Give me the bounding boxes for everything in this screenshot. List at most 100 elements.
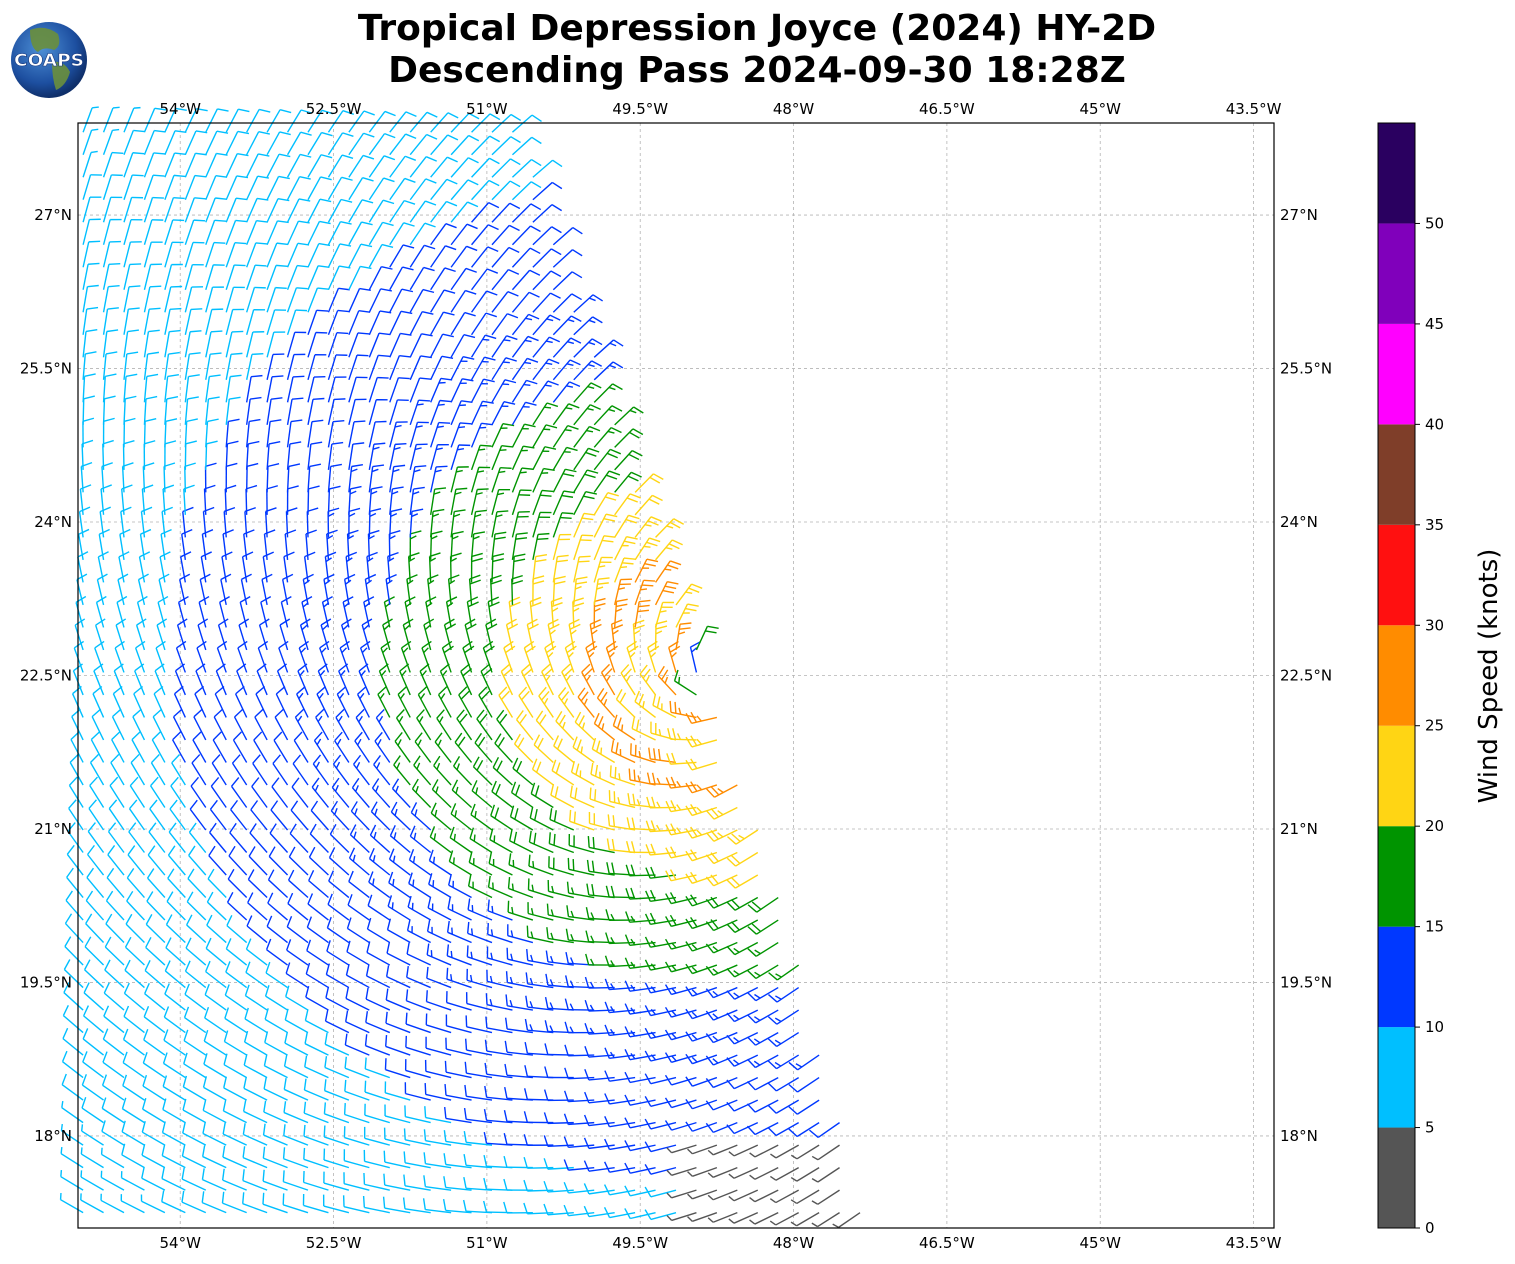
wind-barb-shaft — [364, 1206, 390, 1214]
wind-barb — [767, 1122, 800, 1137]
wind-barb — [648, 747, 677, 764]
wind-barb-flag — [645, 844, 651, 856]
wind-barb-flag — [767, 1104, 777, 1114]
wind-barb-shaft — [817, 1167, 840, 1183]
wind-barb-shaft — [89, 785, 105, 808]
wind-barb-flag — [274, 708, 284, 718]
wind-barb — [605, 885, 636, 899]
wind-barb-flag — [146, 868, 155, 879]
wind-barb-flag — [550, 955, 554, 963]
wind-barb-flag — [491, 780, 497, 792]
wind-barb — [143, 1005, 166, 1034]
wind-barb — [424, 1083, 452, 1101]
wind-barb-flag — [247, 869, 255, 880]
wind-barb — [728, 1212, 759, 1224]
wind-barb-flag — [125, 913, 133, 925]
wind-barb-flag — [584, 1000, 590, 1012]
wind-barb-flag — [690, 735, 698, 746]
wind-barb-flag — [747, 1014, 757, 1024]
wind-barb — [83, 982, 105, 1011]
wind-barb-flag — [122, 1028, 129, 1040]
wind-barb-flag — [671, 1055, 677, 1062]
wind-barb-shaft — [81, 1130, 104, 1146]
wind-barb — [383, 1150, 411, 1169]
wind-barb-flag — [533, 832, 537, 845]
wind-barb-shaft — [230, 785, 248, 808]
wind-barb-flag — [87, 844, 95, 855]
wind-barb — [644, 912, 677, 925]
wind-barb-flag — [222, 1145, 226, 1158]
wind-barb-flag — [345, 1010, 349, 1022]
wind-barb — [302, 1170, 329, 1191]
wind-barb — [510, 781, 534, 809]
wind-barb-flag — [408, 848, 415, 861]
wind-barb-shaft — [164, 993, 186, 1011]
wind-barb-flag — [589, 1027, 595, 1035]
wind-barb-flag — [490, 929, 494, 937]
wind-barb — [203, 1030, 227, 1056]
wind-barb-shaft — [796, 1144, 820, 1160]
wind-barb — [351, 777, 370, 808]
wind-barb-shaft — [425, 1070, 452, 1079]
wind-barb-flag — [519, 713, 527, 725]
wind-barb-flag — [427, 896, 432, 909]
wind-barb-flag — [769, 1220, 777, 1226]
wind-barb-flag — [570, 910, 575, 918]
wind-barb-flag — [563, 1136, 569, 1148]
wind-barb — [225, 938, 248, 966]
wind-barb-flag — [517, 737, 525, 748]
wind-barb — [767, 986, 800, 1003]
wind-barb — [624, 1049, 656, 1061]
wind-barb — [345, 963, 370, 989]
wind-barb — [64, 936, 84, 966]
wind-barb-flag — [351, 777, 360, 789]
wind-barb — [422, 1198, 452, 1214]
wind-barb-flag — [284, 1008, 289, 1021]
wind-barb-shaft — [304, 1089, 329, 1101]
wind-barb-shaft — [102, 1084, 125, 1101]
wind-barb — [645, 843, 677, 856]
wind-barb — [283, 1124, 309, 1146]
wind-barb-flag — [630, 938, 636, 946]
wind-barb — [624, 980, 656, 992]
wind-barb-shaft — [121, 1131, 145, 1146]
wind-barb-flag — [423, 1175, 427, 1187]
wind-barb-flag — [690, 803, 698, 815]
wind-barb — [368, 871, 391, 899]
wind-barb — [749, 1212, 779, 1225]
wind-barb-flag — [788, 1106, 798, 1115]
wind-barb-flag — [747, 1036, 756, 1046]
wind-barb — [414, 732, 432, 763]
wind-barb-flag — [271, 777, 280, 788]
wind-barb — [343, 1172, 370, 1191]
wind-barb-flag — [403, 1151, 406, 1163]
wind-barb — [664, 1074, 697, 1086]
wind-barb-shaft — [204, 1017, 227, 1034]
wind-barb — [612, 714, 636, 741]
wind-barb-flag — [564, 1067, 569, 1079]
wind-barb-shaft — [242, 1156, 268, 1169]
wind-barb-shaft — [308, 856, 329, 876]
wind-barb-shaft — [364, 1137, 390, 1146]
wind-barb-shaft — [445, 1209, 472, 1214]
wind-barb — [467, 898, 493, 921]
wind-barb-flag — [422, 1198, 426, 1210]
wind-barb — [584, 1091, 615, 1104]
wind-barb-flag — [66, 844, 75, 855]
wind-barb-flag — [290, 800, 299, 811]
wind-barb — [705, 896, 738, 909]
wind-barb-flag — [525, 995, 529, 1008]
wind-barb — [80, 1147, 104, 1169]
wind-barb — [685, 1076, 718, 1087]
wind-barb — [484, 1062, 513, 1079]
wind-barb — [529, 806, 554, 831]
wind-barb-flag — [731, 833, 741, 842]
wind-barb — [90, 731, 105, 763]
wind-barb — [221, 1191, 247, 1214]
wind-barb — [811, 1167, 840, 1183]
wind-barb — [609, 765, 636, 786]
wind-barb-flag — [357, 738, 362, 746]
wind-barb-flag — [448, 873, 452, 886]
wind-barb-flag — [665, 916, 672, 927]
wind-barb — [496, 709, 514, 741]
